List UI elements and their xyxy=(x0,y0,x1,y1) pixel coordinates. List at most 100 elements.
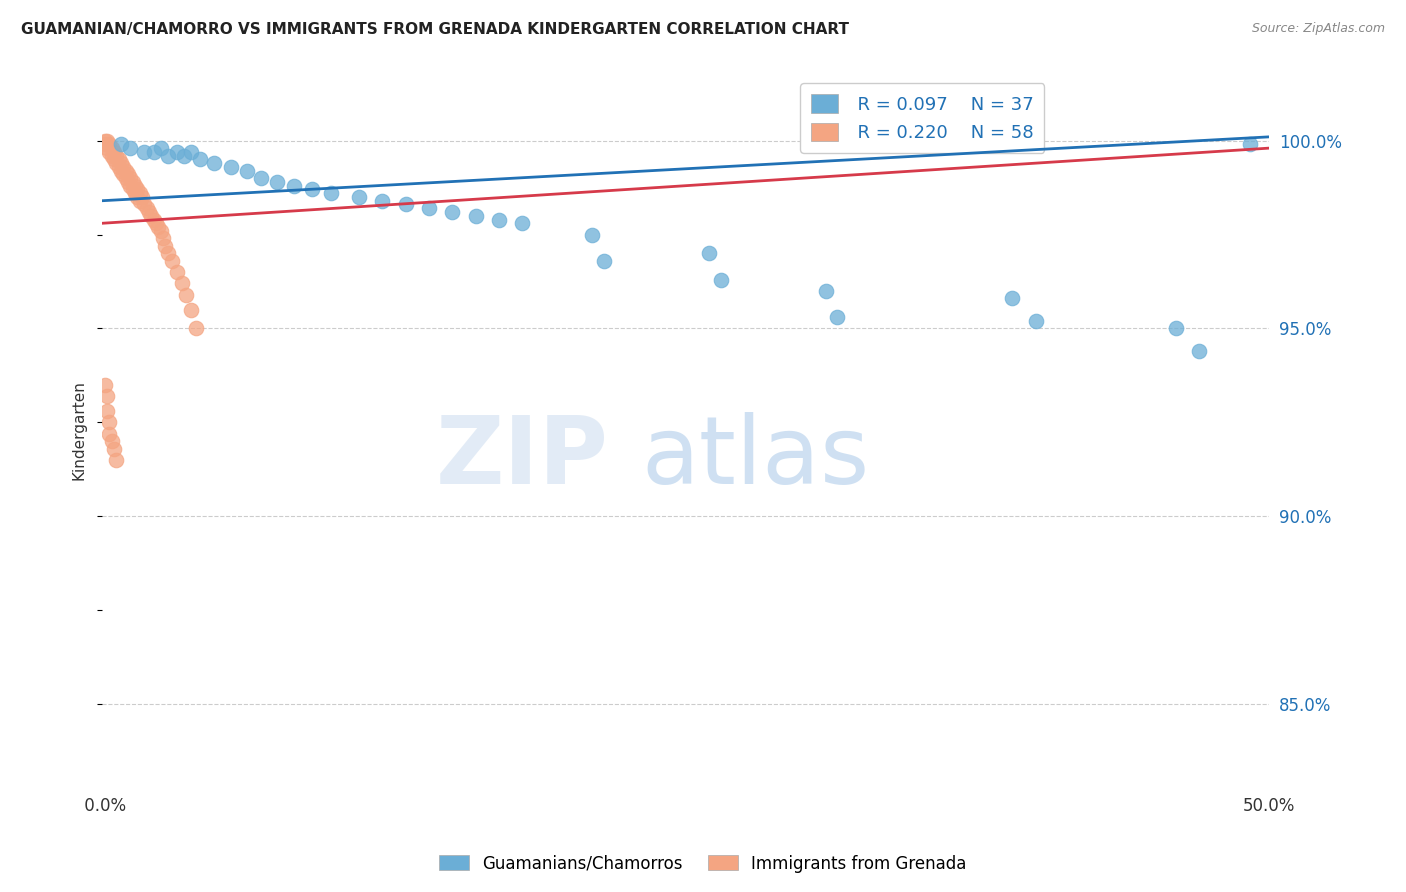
Point xyxy=(96,389,118,403)
Point xyxy=(166,145,188,159)
Point xyxy=(1239,137,1261,152)
Point xyxy=(160,253,183,268)
Point xyxy=(120,171,142,186)
Point xyxy=(121,182,143,196)
Point xyxy=(127,182,149,196)
Point xyxy=(131,190,153,204)
Point xyxy=(145,216,167,230)
Point xyxy=(138,205,160,219)
Point xyxy=(105,148,128,162)
Point xyxy=(93,134,115,148)
Point xyxy=(141,209,163,223)
Point xyxy=(114,171,136,186)
Point xyxy=(128,186,150,201)
Point xyxy=(142,145,165,159)
Point xyxy=(697,246,720,260)
Point xyxy=(250,171,273,186)
Point xyxy=(814,284,837,298)
Point xyxy=(98,145,121,159)
Point xyxy=(112,160,135,174)
Point xyxy=(117,168,139,182)
Point xyxy=(148,220,170,235)
Point xyxy=(1025,314,1047,328)
Point xyxy=(96,141,118,155)
Point xyxy=(128,194,150,208)
Point xyxy=(134,145,156,159)
Point xyxy=(100,434,122,449)
Point xyxy=(98,426,121,441)
Point xyxy=(107,153,129,167)
Point xyxy=(127,190,149,204)
Point xyxy=(180,145,202,159)
Point xyxy=(283,178,305,193)
Legend: Guamanians/Chamorros, Immigrants from Grenada: Guamanians/Chamorros, Immigrants from Gr… xyxy=(433,848,973,880)
Text: Source: ZipAtlas.com: Source: ZipAtlas.com xyxy=(1251,22,1385,36)
Point xyxy=(173,148,195,162)
Point xyxy=(166,265,188,279)
Point xyxy=(301,182,323,196)
Point xyxy=(1001,292,1024,306)
Point xyxy=(120,178,142,193)
Point xyxy=(464,209,486,223)
Point xyxy=(134,197,156,211)
Point xyxy=(149,141,172,155)
Point xyxy=(149,224,172,238)
Point xyxy=(156,246,179,260)
Point xyxy=(142,212,165,227)
Point xyxy=(184,321,207,335)
Point xyxy=(110,137,132,152)
Point xyxy=(96,404,118,418)
Point xyxy=(371,194,394,208)
Point xyxy=(488,212,510,227)
Point xyxy=(114,163,136,178)
Point xyxy=(266,175,288,189)
Point xyxy=(98,416,121,430)
Point xyxy=(593,253,616,268)
Point xyxy=(110,163,132,178)
Point xyxy=(710,272,733,286)
Point xyxy=(174,287,197,301)
Point xyxy=(510,216,533,230)
Point xyxy=(394,197,416,211)
Point xyxy=(120,141,142,155)
Point xyxy=(98,137,121,152)
Point xyxy=(121,175,143,189)
Point xyxy=(319,186,342,201)
Point xyxy=(152,231,174,245)
Point xyxy=(156,148,179,162)
Point xyxy=(103,145,125,159)
Point xyxy=(418,201,440,215)
Text: GUAMANIAN/CHAMORRO VS IMMIGRANTS FROM GRENADA KINDERGARTEN CORRELATION CHART: GUAMANIAN/CHAMORRO VS IMMIGRANTS FROM GR… xyxy=(21,22,849,37)
Point xyxy=(110,156,132,170)
Point xyxy=(103,153,125,167)
Point xyxy=(827,310,849,325)
Point xyxy=(117,175,139,189)
Point xyxy=(180,302,202,317)
Point xyxy=(93,137,115,152)
Point xyxy=(107,160,129,174)
Point xyxy=(100,141,122,155)
Point xyxy=(581,227,603,242)
Point xyxy=(135,201,157,215)
Point xyxy=(103,442,125,456)
Point xyxy=(105,453,128,467)
Point xyxy=(188,153,211,167)
Point xyxy=(124,178,146,193)
Legend:   R = 0.097    N = 37,   R = 0.220    N = 58: R = 0.097 N = 37, R = 0.220 N = 58 xyxy=(800,84,1045,153)
Point xyxy=(219,160,242,174)
Point xyxy=(100,148,122,162)
Point xyxy=(155,239,177,253)
Point xyxy=(112,168,135,182)
Point xyxy=(93,377,115,392)
Point xyxy=(170,277,193,291)
Text: atlas: atlas xyxy=(641,412,870,505)
Text: ZIP: ZIP xyxy=(436,412,609,505)
Point xyxy=(124,186,146,201)
Point xyxy=(347,190,370,204)
Y-axis label: Kindergarten: Kindergarten xyxy=(72,380,86,480)
Point xyxy=(236,163,259,178)
Point xyxy=(105,156,128,170)
Point xyxy=(96,134,118,148)
Point xyxy=(1164,321,1187,335)
Point xyxy=(441,205,464,219)
